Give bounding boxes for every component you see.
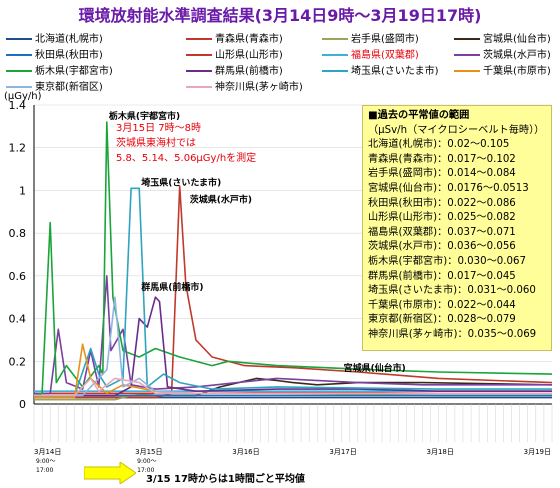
normal-range-row: 秋田県(秋田市)：0.022～0.086 — [368, 197, 516, 209]
legend-item: 青森県(青森市) — [186, 30, 283, 45]
normal-range-row: 群馬県(前橋市)：0.017～0.045 — [368, 270, 516, 282]
note-line: 5.8、5.14、5.06μGy/hを測定 — [116, 153, 257, 164]
legend-label: 北海道(札幌市) — [35, 34, 103, 45]
series-line — [34, 187, 552, 397]
legend-label: 神奈川県(茅ヶ崎市) — [215, 82, 303, 93]
legend-item: 山形県(山形市) — [186, 46, 283, 61]
legend-swatch — [186, 38, 212, 40]
legend-label: 秋田県(秋田市) — [35, 50, 103, 61]
footer-note: 3/15 17時からは1時間ごと平均値 — [146, 474, 305, 485]
x-sub-label: 9:00～ — [36, 458, 55, 465]
legend-item: 秋田県(秋田市) — [6, 46, 103, 61]
series-line — [33, 121, 553, 397]
legend-swatch — [186, 54, 212, 56]
series-line — [34, 377, 552, 397]
legend-label: 福島県(双葉郡) — [351, 50, 419, 61]
chart-annotation: 茨城県(水戸市) — [190, 193, 252, 205]
normal-range-heading: ■過去の平常値の範囲 — [368, 110, 470, 121]
normal-range-row: 東京都(新宿区)：0.028～0.079 — [368, 314, 516, 326]
page-title: 環境放射能水準調査結果(3月14日9時～3月19日17時) — [78, 6, 482, 25]
legend-swatch — [186, 86, 212, 88]
normal-range-row: 福島県(双葉郡)：0.037～0.071 — [368, 226, 516, 238]
chart-annotation: 宮城県(仙台市) — [344, 362, 406, 374]
peak-note: 3月15日 7時～8時 茨城県東海村では 5.8、5.14、5.06μGy/hを測定 — [116, 121, 256, 166]
normal-range-row: 栃木県(宇都宮市)：0.030～0.067 — [368, 255, 526, 267]
y-tick-label: 0.8 — [9, 227, 27, 240]
legend-swatch — [186, 70, 212, 72]
series-line — [34, 392, 552, 401]
y-tick-label: 1 — [19, 184, 26, 197]
normal-range-unit: （μSv/h（マイクロシーベルト毎時）） — [368, 124, 545, 136]
legend: 北海道(札幌市) 青森県(青森市) 岩手県(盛岡市) 宮城県(仙台市) 秋田県(秋田市)… — [0, 30, 560, 100]
legend-label: 栃木県(宇都宮市) — [35, 66, 113, 77]
x-day-label: 3月16日 — [232, 448, 259, 456]
legend-item: 千葉県(市原市) — [454, 62, 551, 77]
legend-label: 埼玉県(さいたま市) — [351, 66, 439, 77]
normal-range-row: 埼玉県(さいたま市)：0.031～0.060 — [368, 285, 536, 297]
chart-annotation: 栃木県(宇都宮市) — [109, 110, 180, 122]
x-day-label: 3月19日 — [524, 448, 551, 456]
legend-swatch — [454, 54, 480, 56]
legend-swatch — [454, 38, 480, 40]
x-sub-label: 17:00 — [36, 467, 53, 474]
legend-label: 宮城県(仙台市) — [483, 34, 551, 45]
legend-label: 山形県(山形市) — [215, 50, 283, 61]
legend-item: 茨城県(水戸市) — [454, 46, 551, 61]
normal-range-row: 北海道(札幌市)：0.02～0.105 — [368, 139, 510, 151]
legend-item: 群馬県(前橋市) — [186, 62, 283, 77]
y-axis-label: (μGy/h) — [4, 91, 42, 102]
note-line: 3月15日 7時～8時 — [116, 123, 201, 134]
chart-annotation: 埼玉県(さいたま市) — [141, 176, 221, 188]
legend-item: 埼玉県(さいたま市) — [322, 62, 439, 77]
legend-swatch — [6, 38, 32, 40]
y-tick-label: 0 — [19, 398, 26, 411]
x-day-label: 3月17日 — [329, 448, 356, 456]
legend-label: 茨城県(水戸市) — [483, 50, 551, 61]
legend-item: 福島県(双葉郡) — [322, 46, 419, 61]
normal-range-row: 宮城県(仙台市)：0.0176～0.0513 — [368, 182, 529, 194]
x-sub-label: 9:00～ — [137, 458, 156, 465]
legend-swatch — [454, 70, 480, 72]
normal-range-row: 岩手県(盛岡市)：0.014～0.084 — [368, 168, 516, 180]
normal-range-row: 神奈川県(茅ヶ崎市)：0.035～0.069 — [368, 328, 537, 340]
right-arrow-icon — [84, 462, 136, 484]
normal-range-box: ■過去の平常値の範囲 （μSv/h（マイクロシーベルト毎時）） 北海道(札幌市)… — [362, 105, 552, 351]
y-tick-label: 1.4 — [9, 99, 27, 112]
normal-range-row: 山形県(山形市)：0.025～0.082 — [368, 212, 516, 224]
y-tick-label: 0.4 — [9, 313, 27, 326]
x-day-label: 3月15日 — [135, 448, 162, 456]
legend-swatch — [322, 70, 348, 72]
legend-swatch — [6, 54, 32, 56]
x-day-label: 3月14日 — [34, 448, 61, 456]
legend-item: 北海道(札幌市) — [6, 30, 103, 45]
note-line: 茨城県東海村では — [116, 138, 196, 149]
legend-item: 神奈川県(茅ヶ崎市) — [186, 78, 303, 93]
legend-label: 岩手県(盛岡市) — [351, 34, 419, 45]
normal-range-list: 北海道(札幌市)：0.02～0.105 青森県(青森市)：0.017～0.102 岩… — [368, 138, 547, 342]
legend-item: 栃木県(宇都宮市) — [6, 62, 113, 77]
legend-label: 青森県(青森市) — [215, 34, 283, 45]
legend-label: 千葉県(市原市) — [483, 66, 551, 77]
normal-range-row: 千葉県(市原市)：0.022～0.044 — [368, 299, 516, 311]
x-sub-label: 17:00 — [137, 467, 154, 474]
legend-label: 東京都(新宿区) — [35, 82, 103, 93]
legend-item: 宮城県(仙台市) — [454, 30, 551, 45]
legend-swatch — [322, 38, 348, 40]
legend-label: 群馬県(前橋市) — [215, 66, 283, 77]
legend-item: 東京都(新宿区) — [6, 78, 103, 93]
legend-swatch — [6, 70, 32, 72]
normal-range-row: 青森県(青森市)：0.017～0.102 — [368, 153, 516, 165]
legend-swatch — [6, 86, 32, 88]
series-line — [34, 275, 552, 395]
y-tick-label: 0.2 — [9, 355, 27, 368]
series-line — [34, 185, 553, 399]
y-tick-label: 0.6 — [9, 270, 27, 283]
y-tick-label: 1.2 — [9, 142, 27, 155]
chart-annotation: 群馬県(前橋市) — [140, 281, 203, 293]
normal-range-row: 茨城県(水戸市)：0.036～0.056 — [368, 241, 516, 253]
x-day-label: 3月18日 — [427, 448, 454, 456]
legend-item: 岩手県(盛岡市) — [322, 30, 419, 45]
legend-swatch — [322, 54, 348, 56]
